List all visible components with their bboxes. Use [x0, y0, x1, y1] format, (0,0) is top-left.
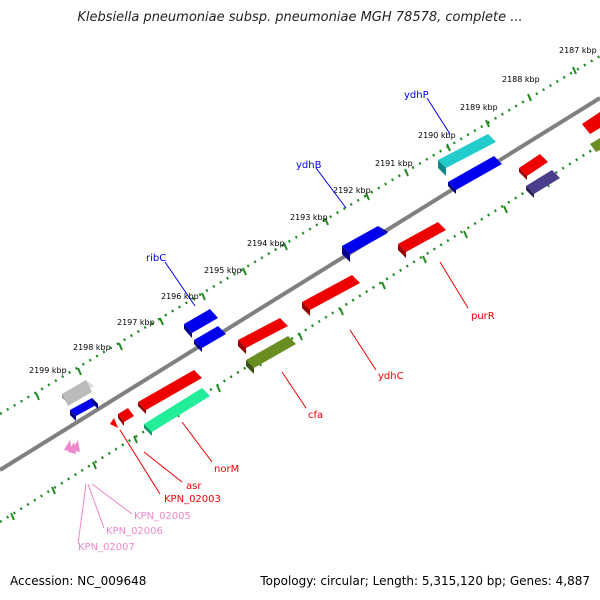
gene-grey[interactable] — [62, 380, 94, 406]
label-ydhC[interactable]: ydhC — [378, 371, 404, 382]
kbp-label-2197: 2197 kbp — [117, 318, 155, 327]
gene-kpn02003[interactable] — [110, 418, 118, 428]
gene-cfa[interactable] — [246, 336, 296, 374]
gene-ydhP[interactable] — [438, 134, 496, 176]
kbp-label-2195: 2195 kbp — [204, 266, 242, 275]
gene-ribC[interactable] — [184, 309, 218, 338]
kbp-label-2190: 2190 kbp — [418, 131, 456, 140]
label-asr[interactable]: asr — [186, 481, 202, 492]
gene-blue-ydhP-pair[interactable] — [448, 156, 502, 194]
leader-lines — [77, 97, 469, 545]
gene-pink-small[interactable] — [64, 440, 80, 454]
label-norM[interactable]: norM — [214, 464, 239, 475]
gene-olive-topright[interactable] — [590, 138, 600, 152]
label-kpn02003[interactable]: KPN_02003 — [164, 494, 221, 505]
genome-summary-text: Topology: circular; Length: 5,315,120 bp… — [260, 574, 590, 588]
genome-backbone-line — [0, 96, 600, 472]
label-kpn02005[interactable]: KPN_02005 — [134, 511, 191, 522]
kbp-label-2194: 2194 kbp — [247, 239, 285, 248]
kbp-label-2189: 2189 kbp — [460, 103, 498, 112]
label-kpn02006[interactable]: KPN_02006 — [106, 526, 163, 537]
label-purR[interactable]: purR — [471, 311, 495, 322]
outer-ruler-major-ticks — [35, 66, 577, 401]
kbp-label-2198: 2198 kbp — [73, 343, 111, 352]
label-ydhB[interactable]: ydhB — [296, 160, 322, 171]
kbp-label-2199: 2199 kbp — [29, 366, 67, 375]
kbp-label-2187: 2187 kbp — [559, 46, 597, 55]
label-ribC[interactable]: ribC — [146, 253, 166, 264]
label-ydhP[interactable]: ydhP — [404, 90, 429, 101]
kbp-label-2191: 2191 kbp — [375, 159, 413, 168]
map-title: Klebsiella pneumoniae subsp. pneumoniae … — [77, 10, 523, 25]
accession-text: Accession: NC_009648 — [10, 574, 147, 588]
gene-red-topright-1[interactable] — [519, 154, 548, 180]
gene-ydhB[interactable] — [342, 226, 388, 262]
gene-ydhC[interactable] — [302, 275, 360, 316]
gene-ribC-2[interactable] — [194, 326, 226, 352]
gene-asr[interactable] — [118, 408, 134, 426]
gene-red-topright-2[interactable] — [582, 112, 600, 134]
kbp-label-2188: 2188 kbp — [502, 75, 540, 84]
kbp-label-2193: 2193 kbp — [290, 213, 328, 222]
gene-norM[interactable] — [144, 388, 210, 436]
label-cfa[interactable]: cfa — [308, 410, 323, 421]
kbp-label-2192: 2192 kbp — [333, 186, 371, 195]
gene-red-long[interactable] — [138, 370, 202, 414]
outer-ruler-track — [0, 54, 600, 416]
gene-purR[interactable] — [398, 222, 446, 258]
gene-purple[interactable] — [526, 170, 560, 198]
label-kpn02007[interactable]: KPN_02007 — [78, 542, 135, 553]
gene-blue-small[interactable] — [70, 398, 98, 421]
gene-red-mid[interactable] — [238, 318, 288, 354]
kbp-label-2196: 2196 kbp — [161, 292, 199, 301]
